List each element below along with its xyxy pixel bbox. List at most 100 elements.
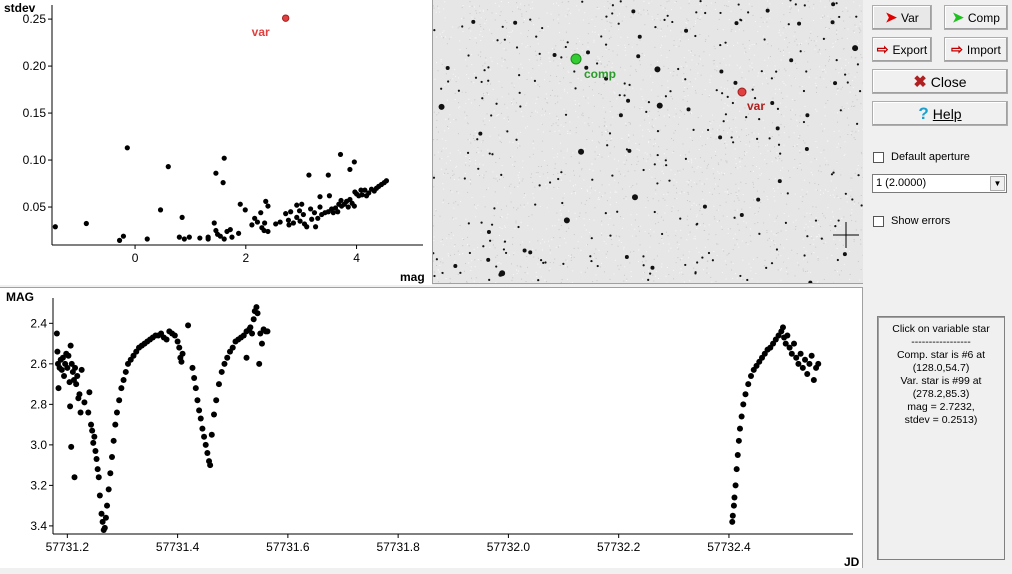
noise-pixel xyxy=(491,61,492,62)
star xyxy=(746,279,748,281)
noise-pixel xyxy=(453,208,454,209)
noise-pixel xyxy=(783,83,784,84)
noise-pixel xyxy=(840,174,841,175)
noise-pixel xyxy=(681,66,682,67)
noise-pixel xyxy=(861,11,862,12)
data-point xyxy=(189,365,195,371)
star xyxy=(487,80,489,82)
data-point xyxy=(737,426,743,432)
star xyxy=(847,81,849,83)
star xyxy=(534,203,536,205)
noise-pixel xyxy=(667,1,668,2)
noise-pixel xyxy=(690,69,691,70)
star xyxy=(624,82,626,84)
noise-pixel xyxy=(598,199,599,200)
noise-pixel xyxy=(585,272,586,273)
noise-pixel xyxy=(540,243,541,244)
noise-pixel xyxy=(840,58,841,59)
noise-pixel xyxy=(669,244,670,245)
noise-pixel xyxy=(624,109,625,110)
data-point xyxy=(327,193,332,198)
comp-star-marker[interactable] xyxy=(571,54,581,64)
noise-pixel xyxy=(695,238,696,239)
noise-pixel xyxy=(439,272,440,273)
noise-pixel xyxy=(617,83,618,84)
noise-pixel xyxy=(626,160,627,161)
help-button[interactable]: ?Help xyxy=(872,101,1008,126)
noise-pixel xyxy=(434,282,435,283)
noise-pixel xyxy=(797,125,798,126)
star xyxy=(643,264,645,266)
star xyxy=(560,56,562,58)
noise-pixel xyxy=(623,198,624,199)
var-button[interactable]: ➤Var xyxy=(872,5,932,30)
noise-pixel xyxy=(571,82,572,83)
close-button[interactable]: ✖Close xyxy=(872,69,1008,94)
noise-pixel xyxy=(749,40,750,41)
import-button[interactable]: ⇨Import xyxy=(944,37,1008,62)
data-point xyxy=(229,235,234,240)
noise-pixel xyxy=(456,218,457,219)
data-point xyxy=(99,511,105,517)
noise-pixel xyxy=(861,60,862,61)
noise-pixel xyxy=(836,196,837,197)
noise-pixel xyxy=(655,193,656,194)
var-star-marker[interactable] xyxy=(738,88,746,96)
checkbox-box[interactable] xyxy=(873,152,884,163)
noise-pixel xyxy=(844,48,845,49)
chevron-down-icon[interactable]: ▼ xyxy=(990,176,1005,191)
noise-pixel xyxy=(607,18,608,19)
noise-pixel xyxy=(535,51,536,52)
noise-pixel xyxy=(511,32,512,33)
x-tick-label: 57731.6 xyxy=(266,540,310,554)
noise-pixel xyxy=(756,166,757,167)
data-point xyxy=(118,385,124,391)
star-field-image[interactable]: comp var xyxy=(432,0,863,284)
checkbox-box[interactable] xyxy=(873,216,884,227)
noise-pixel xyxy=(615,191,616,192)
noise-pixel xyxy=(849,251,850,252)
noise-pixel xyxy=(590,236,591,237)
y-tick-label: 0.05 xyxy=(23,200,47,214)
noise-pixel xyxy=(670,248,671,249)
noise-pixel xyxy=(837,112,838,113)
noise-pixel xyxy=(828,164,829,165)
noise-pixel xyxy=(700,225,701,226)
noise-pixel xyxy=(607,251,608,252)
noise-pixel xyxy=(620,37,621,38)
data-point xyxy=(733,482,739,488)
aperture-select[interactable]: 1 (2.0000)▼ xyxy=(872,174,1007,193)
noise-pixel xyxy=(471,17,472,18)
noise-pixel xyxy=(717,210,718,211)
comp-button[interactable]: ➤Comp xyxy=(944,5,1008,30)
noise-pixel xyxy=(858,130,859,131)
show-errors-checkbox[interactable]: Show errors xyxy=(873,215,950,227)
noise-pixel xyxy=(816,111,817,112)
noise-pixel xyxy=(715,2,716,3)
noise-pixel xyxy=(766,196,767,197)
export-button[interactable]: ⇨Export xyxy=(872,37,932,62)
noise-pixel xyxy=(779,158,780,159)
noise-pixel xyxy=(578,241,579,242)
star xyxy=(837,259,839,261)
noise-pixel xyxy=(846,8,847,9)
noise-pixel xyxy=(570,180,571,181)
noise-pixel xyxy=(543,131,544,132)
noise-pixel xyxy=(610,153,611,154)
data-point xyxy=(222,236,227,241)
noise-pixel xyxy=(567,266,568,267)
data-point xyxy=(79,367,85,373)
noise-pixel xyxy=(851,57,852,58)
noise-pixel xyxy=(504,59,505,60)
noise-pixel xyxy=(524,204,525,205)
data-point xyxy=(203,442,209,448)
noise-pixel xyxy=(663,173,664,174)
star xyxy=(491,224,493,226)
data-point xyxy=(121,234,126,239)
noise-pixel xyxy=(493,40,494,41)
default-aperture-checkbox[interactable]: Default aperture xyxy=(873,151,970,163)
